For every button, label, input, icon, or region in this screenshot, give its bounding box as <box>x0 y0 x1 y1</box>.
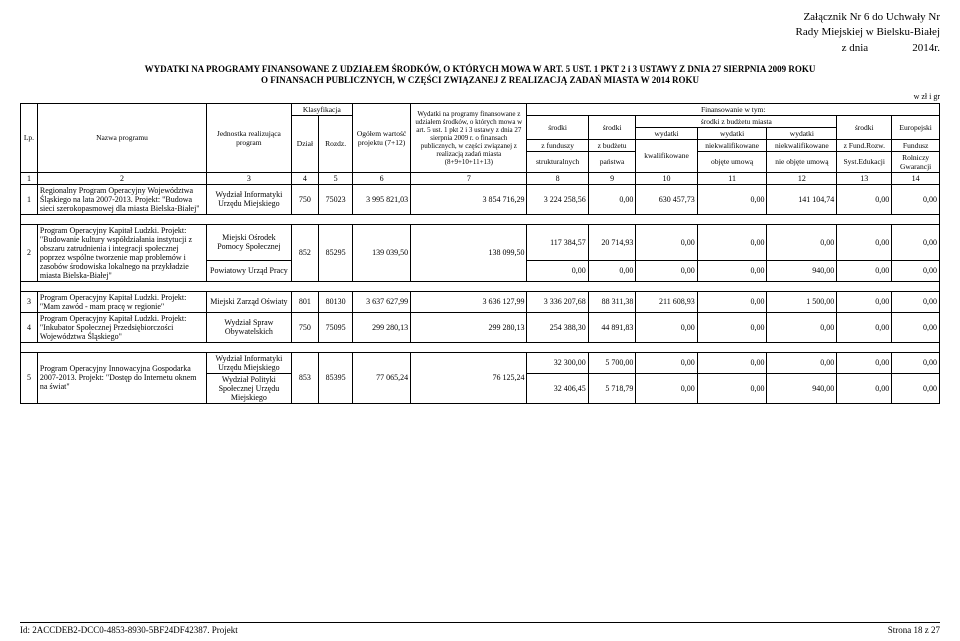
col-kwalif: kwalifikowane <box>636 139 697 172</box>
header-line1: Załącznik Nr 6 do Uchwały Nr <box>20 10 940 25</box>
col-srodki1: środki <box>527 115 588 139</box>
currency-unit: w zł i gr <box>20 92 940 101</box>
col-srodki2: środki <box>588 115 636 139</box>
footer-page: Strona 18 z 27 <box>888 625 940 635</box>
table-row: 3 Program Operacyjny Kapitał Ludzki. Pro… <box>21 291 940 312</box>
col-klasyfikacja: Klasyfikacja <box>291 103 352 115</box>
document-title: WYDATKI NA PROGRAMY FINANSOWANE Z UDZIAŁ… <box>20 64 940 86</box>
col-nieobjete: nie objęte umową <box>767 151 837 172</box>
col-wydatki3: wydatki <box>767 127 837 139</box>
main-table: Lp. Nazwa programu Jednostka realizująca… <box>20 103 940 404</box>
col-rozdz: Rozdz. <box>319 115 353 172</box>
header-row-1: Lp. Nazwa programu Jednostka realizująca… <box>21 103 940 115</box>
col-srodki3: środki <box>837 115 892 139</box>
table-row: 4 Program Operacyjny Kapitał Ludzki. Pro… <box>21 312 940 342</box>
col-niekwalif1: niekwalifikowane <box>697 139 767 151</box>
col-jednostka: Jednostka realizująca program <box>207 103 292 172</box>
col-zbudzetu: z budżetu <box>588 139 636 151</box>
col-ogolem: Ogółem wartość projektu (7+12) <box>353 103 411 172</box>
col-systeduk: Syst.Edukacji <box>837 151 892 172</box>
table-row: 1 Regionalny Program Operacyjny Wojewódz… <box>21 184 940 214</box>
footer-id: Id: 2ACCDEB2-DCC0-4853-8930-5BF24DF42387… <box>20 625 238 635</box>
header-line3: z dnia 2014r. <box>20 41 940 56</box>
column-number-row: 1 2 3 4 5 6 7 8 9 10 11 12 13 14 <box>21 172 940 184</box>
col-objete: objęte umową <box>697 151 767 172</box>
col-zfunduszy: z funduszy <box>527 139 588 151</box>
col-wydatki1: wydatki <box>636 127 697 139</box>
col-struktural: strukturalnych <box>527 151 588 172</box>
col-nazwa: Nazwa programu <box>37 103 206 172</box>
col-dzial: Dział <box>291 115 318 172</box>
col-srodki-miasta: środki z budżetu miasta <box>636 115 837 127</box>
col-fundusz: Fundusz <box>892 139 940 151</box>
attachment-header: Załącznik Nr 6 do Uchwały Nr Rady Miejsk… <box>20 10 940 56</box>
col-wydatki-desc: Wydatki na programy finansowane z udział… <box>411 103 527 172</box>
col-niekwalif2: niekwalifikowane <box>767 139 837 151</box>
col-wydatki2: wydatki <box>697 127 767 139</box>
page-footer: Id: 2ACCDEB2-DCC0-4853-8930-5BF24DF42387… <box>20 622 940 635</box>
col-lp: Lp. <box>21 103 38 172</box>
col-panstwa: państwa <box>588 151 636 172</box>
col-fundrozw: z Fund.Rozw. <box>837 139 892 151</box>
col-europejski: Europejski <box>892 115 940 139</box>
header-line2: Rady Miejskiej w Bielsku-Białej <box>20 25 940 40</box>
table-row: 5 Program Operacyjny Innowacyjna Gospoda… <box>21 352 940 373</box>
col-finansowanie: Finansowanie w tym: <box>527 103 940 115</box>
col-rolniczy: Rolniczy Gwarancji <box>892 151 940 172</box>
table-row: 2 Program Operacyjny Kapitał Ludzki. Pro… <box>21 224 940 260</box>
